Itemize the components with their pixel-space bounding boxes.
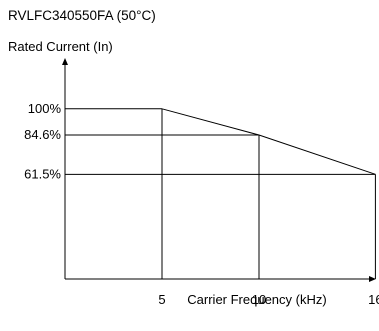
plot-area: 100% 84.6% 61.5% 5 10 16 [24, 58, 379, 307]
y-tick-label: 61.5% [24, 166, 61, 181]
x-tick-label: 10 [252, 292, 266, 307]
chart-title: RVLFC340550FA (50°C) [8, 8, 156, 23]
x-axis-arrow [369, 276, 376, 282]
y-tick-label: 84.6% [24, 127, 61, 142]
y-tick-label: 100% [28, 101, 62, 116]
x-axis-label: Carrier Frequency (kHz) [187, 292, 326, 307]
y-axis-arrow [62, 58, 68, 65]
series-line [161, 108, 376, 175]
x-tick-label: 16 [368, 292, 379, 307]
x-tick-label: 5 [158, 292, 165, 307]
y-axis-label: Rated Current (In) [8, 39, 113, 54]
